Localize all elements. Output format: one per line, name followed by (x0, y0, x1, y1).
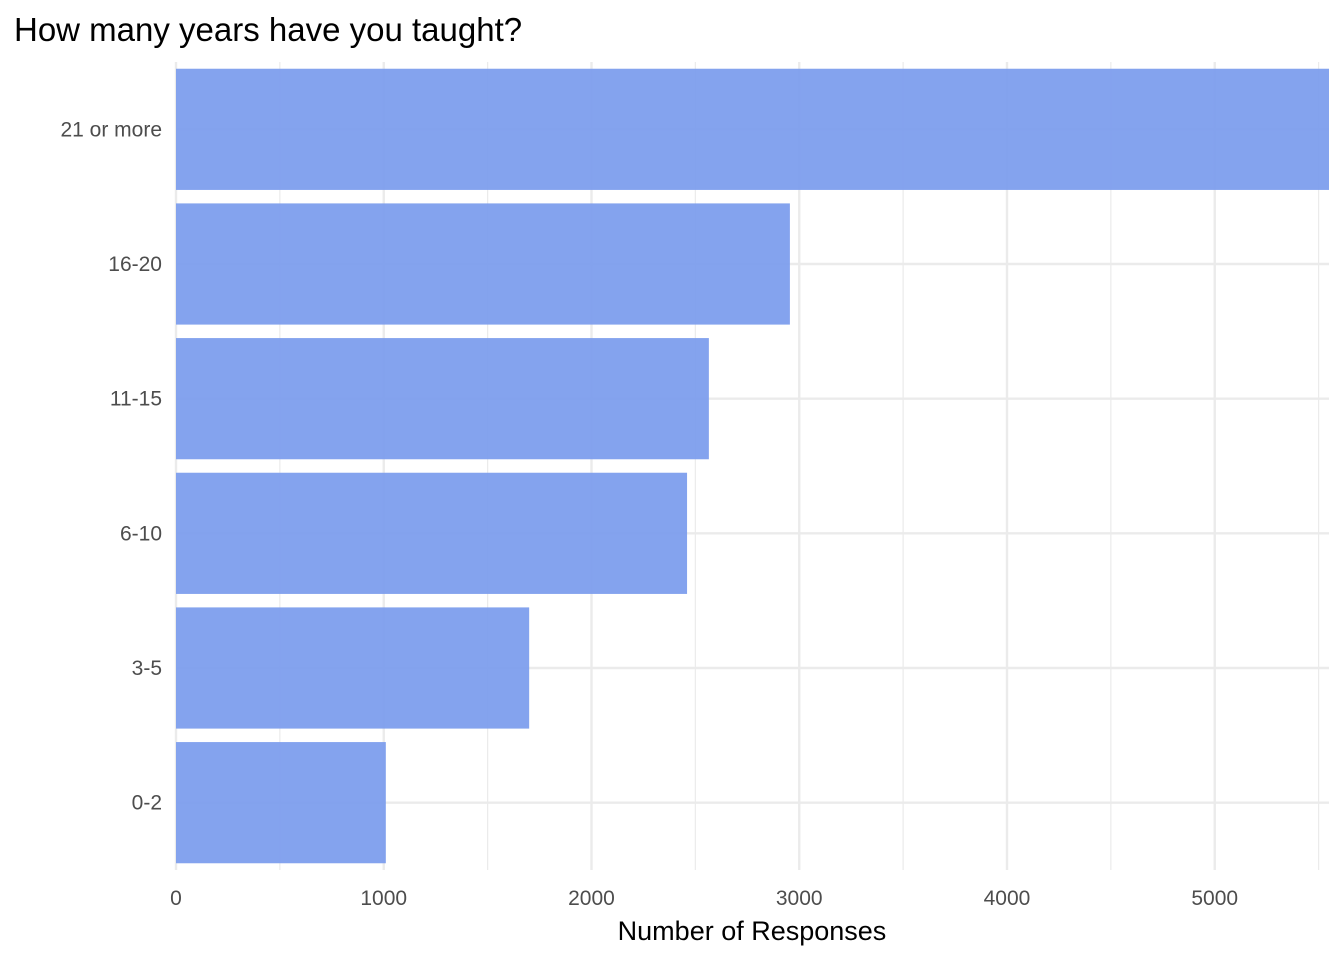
bars (176, 68, 1329, 864)
y-tick-label: 3-5 (132, 657, 162, 680)
x-tick-label: 2000 (568, 887, 615, 910)
y-tick-label: 6-10 (120, 522, 162, 545)
y-tick-label: 16-20 (108, 253, 162, 276)
bar-3-5 (176, 607, 530, 729)
y-tick-labels: 21 or more 16-20 11-15 6-10 3-5 0-2 (60, 118, 162, 814)
x-tick-label: 5000 (1191, 887, 1238, 910)
bar-0-2 (176, 742, 386, 864)
x-tick-label: 1000 (360, 887, 407, 910)
bar-11-15 (176, 338, 709, 460)
x-tick-label: 4000 (984, 887, 1031, 910)
y-tick-label: 0-2 (132, 792, 162, 815)
chart-title: How many years have you taught? (14, 11, 523, 48)
x-tick-label: 0 (170, 887, 182, 910)
x-tick-labels: 0 1000 2000 3000 4000 5000 (170, 887, 1238, 910)
y-tick-label: 11-15 (110, 388, 162, 411)
x-axis-title: Number of Responses (618, 916, 887, 946)
y-tick-label: 21 or more (60, 118, 162, 141)
bar-16-20 (176, 203, 790, 325)
x-tick-label: 3000 (776, 887, 823, 910)
bar-21-or-more (176, 68, 1329, 190)
bar-6-10 (176, 472, 688, 594)
